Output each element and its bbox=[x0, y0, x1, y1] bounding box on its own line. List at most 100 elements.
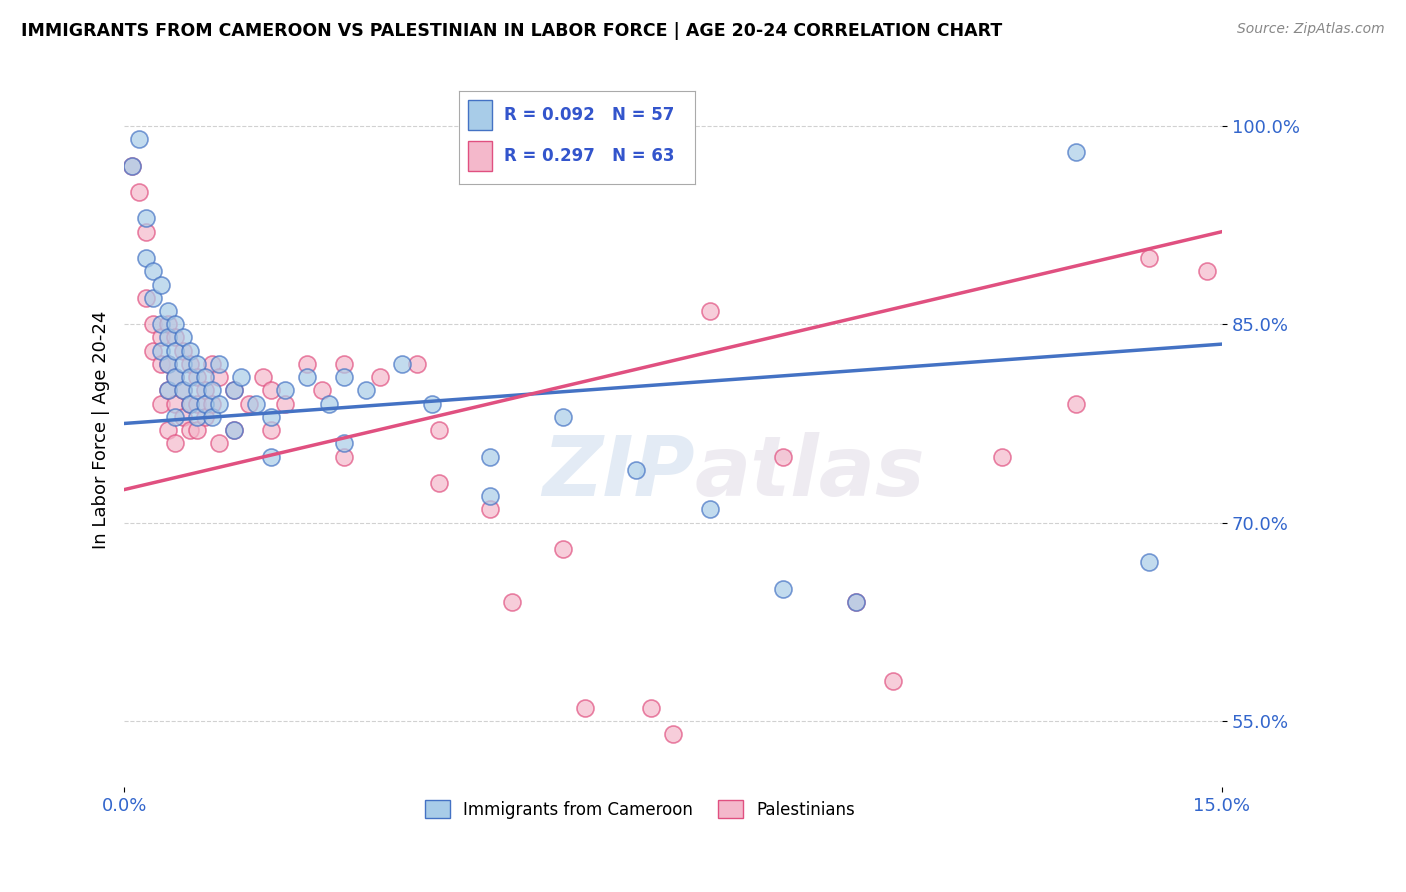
Point bbox=[208, 357, 231, 371]
Point bbox=[332, 450, 354, 464]
Point bbox=[135, 251, 157, 265]
Point bbox=[135, 225, 157, 239]
Point bbox=[157, 357, 180, 371]
Point bbox=[882, 674, 904, 689]
Point bbox=[259, 384, 281, 398]
Point bbox=[370, 370, 392, 384]
Point bbox=[845, 595, 868, 609]
Point bbox=[179, 343, 201, 358]
Point bbox=[165, 370, 187, 384]
Point bbox=[194, 384, 217, 398]
Point bbox=[318, 396, 340, 410]
Point bbox=[142, 264, 165, 278]
Point bbox=[142, 318, 165, 332]
Point bbox=[165, 343, 187, 358]
Point bbox=[259, 423, 281, 437]
Point bbox=[259, 409, 281, 424]
Point bbox=[157, 357, 180, 371]
Point bbox=[208, 396, 231, 410]
Point bbox=[172, 384, 194, 398]
Point bbox=[501, 595, 523, 609]
Point bbox=[332, 370, 354, 384]
Point bbox=[332, 436, 354, 450]
Point bbox=[157, 423, 180, 437]
Point bbox=[1064, 396, 1087, 410]
Point bbox=[172, 357, 194, 371]
Point bbox=[772, 582, 794, 596]
Point bbox=[142, 291, 165, 305]
Point bbox=[222, 384, 245, 398]
Point bbox=[991, 450, 1014, 464]
Point bbox=[186, 409, 208, 424]
Point bbox=[222, 423, 245, 437]
Point bbox=[157, 304, 180, 318]
Point bbox=[165, 436, 187, 450]
Point bbox=[222, 384, 245, 398]
Point bbox=[238, 396, 260, 410]
Legend: Immigrants from Cameroon, Palestinians: Immigrants from Cameroon, Palestinians bbox=[419, 794, 862, 825]
Point bbox=[332, 357, 354, 371]
Point bbox=[157, 384, 180, 398]
Point bbox=[157, 318, 180, 332]
Point bbox=[172, 384, 194, 398]
Point bbox=[165, 370, 187, 384]
Point bbox=[553, 409, 575, 424]
Point bbox=[128, 132, 150, 146]
Point bbox=[149, 343, 172, 358]
Point bbox=[1137, 251, 1160, 265]
Point bbox=[772, 450, 794, 464]
Point bbox=[194, 370, 217, 384]
Point bbox=[259, 450, 281, 464]
Point bbox=[1064, 145, 1087, 160]
Text: ZIP: ZIP bbox=[543, 433, 695, 514]
Point bbox=[135, 291, 157, 305]
Point bbox=[201, 357, 224, 371]
Point bbox=[208, 370, 231, 384]
Point bbox=[121, 159, 143, 173]
Point bbox=[149, 277, 172, 292]
Point bbox=[662, 727, 685, 741]
Point bbox=[295, 357, 318, 371]
Point bbox=[222, 423, 245, 437]
Text: atlas: atlas bbox=[695, 433, 925, 514]
Point bbox=[149, 357, 172, 371]
Point bbox=[420, 396, 443, 410]
Point bbox=[165, 318, 187, 332]
Point bbox=[179, 357, 201, 371]
Point bbox=[135, 211, 157, 226]
Point bbox=[574, 701, 596, 715]
Point bbox=[626, 463, 648, 477]
Point bbox=[165, 409, 187, 424]
Point bbox=[179, 370, 201, 384]
Point bbox=[427, 423, 450, 437]
Point bbox=[201, 384, 224, 398]
Point bbox=[479, 502, 502, 516]
Point bbox=[165, 330, 187, 344]
Point bbox=[231, 370, 253, 384]
Point bbox=[186, 396, 208, 410]
Point bbox=[1197, 264, 1219, 278]
Point bbox=[274, 384, 297, 398]
Point bbox=[391, 357, 413, 371]
Point bbox=[149, 318, 172, 332]
Point bbox=[274, 396, 297, 410]
Point bbox=[201, 409, 224, 424]
Point bbox=[479, 450, 502, 464]
Text: Source: ZipAtlas.com: Source: ZipAtlas.com bbox=[1237, 22, 1385, 37]
Point bbox=[179, 396, 201, 410]
Point bbox=[194, 396, 217, 410]
Point bbox=[295, 370, 318, 384]
Point bbox=[142, 343, 165, 358]
Text: IMMIGRANTS FROM CAMEROON VS PALESTINIAN IN LABOR FORCE | AGE 20-24 CORRELATION C: IMMIGRANTS FROM CAMEROON VS PALESTINIAN … bbox=[21, 22, 1002, 40]
Point bbox=[194, 409, 217, 424]
Point bbox=[172, 330, 194, 344]
Point bbox=[157, 330, 180, 344]
Point bbox=[553, 542, 575, 557]
Point bbox=[149, 396, 172, 410]
Point bbox=[121, 159, 143, 173]
Point bbox=[252, 370, 274, 384]
Point bbox=[157, 384, 180, 398]
Point bbox=[479, 489, 502, 503]
Point bbox=[165, 396, 187, 410]
Point bbox=[179, 423, 201, 437]
